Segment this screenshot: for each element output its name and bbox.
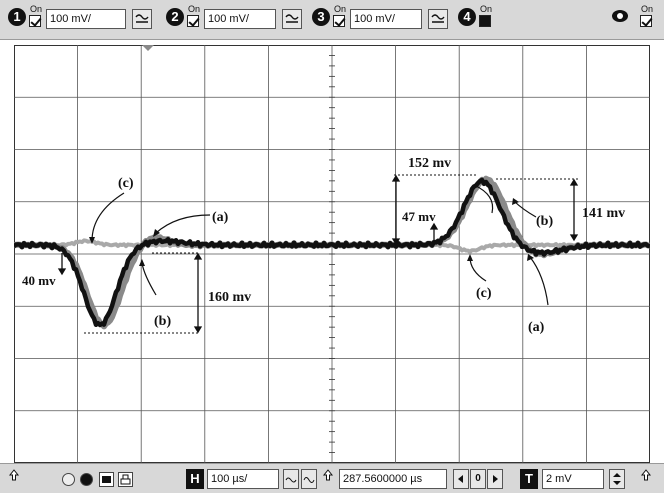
eye-icon[interactable] <box>612 10 628 22</box>
label-160mv: 160 mv <box>208 290 251 305</box>
coupling-icon <box>431 14 445 23</box>
channel-4-on-checkbox[interactable] <box>479 15 491 27</box>
timebase-mode-button[interactable] <box>301 469 317 489</box>
trace-b <box>14 177 650 328</box>
up-arrow-icon[interactable] <box>640 468 652 482</box>
up-arrow-icon[interactable] <box>322 468 334 482</box>
channel-1-scale-field[interactable]: 100 mV/ <box>46 9 126 29</box>
display-mode-icon[interactable] <box>99 472 114 487</box>
horizontal-key[interactable]: H <box>186 469 204 489</box>
channel-4-number[interactable]: 4 <box>458 8 476 26</box>
timebase-toolbar: H 100 µs/ 287.5600000 µs 0 T 2 mV <box>0 463 664 493</box>
label-c-left: (c) <box>118 176 134 191</box>
channel-3-on-checkbox[interactable] <box>333 15 345 27</box>
channel-2-coupling-button[interactable] <box>282 9 302 29</box>
channel-2-scale-field[interactable]: 100 mV/ <box>204 9 276 29</box>
callout-arrowheads <box>89 198 534 266</box>
label-c-right: (c) <box>476 286 492 301</box>
trigger-spinner[interactable] <box>609 469 625 489</box>
print-icon[interactable] <box>118 472 133 487</box>
measurement-guides <box>84 174 578 334</box>
label-47mv: 47 mv <box>402 209 436 224</box>
channel-4-controls: 4 On <box>458 4 508 34</box>
label-b-right: (b) <box>536 214 553 229</box>
label-a-right: (a) <box>528 320 545 335</box>
position-center-button[interactable]: 0 <box>470 469 486 489</box>
run-mode-circle-1[interactable] <box>62 473 75 486</box>
arrow-left-icon <box>458 475 463 483</box>
callout-curves <box>91 184 549 306</box>
timebase-vernier-button[interactable] <box>283 469 299 489</box>
channel-2-on-checkbox[interactable] <box>187 15 199 27</box>
channel-toolbar: 1 On 100 mV/ 2 On 100 mV/ 3 On 100 mV/ 4… <box>0 0 664 40</box>
position-left-button[interactable] <box>453 469 469 489</box>
coupling-icon <box>285 14 299 23</box>
position-right-button[interactable] <box>487 469 503 489</box>
channel-1-coupling-button[interactable] <box>132 9 152 29</box>
scope-display: (c) (a) (b) 40 mv 160 mv 152 mv 47 mv (b… <box>14 45 650 463</box>
channel-2-number[interactable]: 2 <box>166 8 184 26</box>
trigger-key[interactable]: T <box>520 469 538 489</box>
label-40mv: 40 mv <box>22 273 56 288</box>
scope-graticule: (c) (a) (b) 40 mv 160 mv 152 mv 47 mv (b… <box>14 45 650 463</box>
trigger-position-marker <box>142 45 154 51</box>
label-b-left: (b) <box>154 314 171 329</box>
wave-icon <box>285 477 297 483</box>
display-on-checkbox[interactable] <box>640 15 652 27</box>
channel-3-scale-field[interactable]: 100 mV/ <box>350 9 422 29</box>
channel-3-number[interactable]: 3 <box>312 8 330 26</box>
timebase-field[interactable]: 100 µs/ <box>207 469 279 489</box>
measurement-arrows <box>57 174 579 334</box>
up-arrow-icon[interactable] <box>8 468 20 482</box>
channel-1-controls: 1 On 100 mV/ <box>8 4 158 34</box>
wave-icon <box>303 477 315 483</box>
spinner-icon <box>613 473 621 485</box>
display-controls: On <box>640 4 660 34</box>
arrow-right-icon <box>493 475 498 483</box>
label-a-left: (a) <box>212 210 229 225</box>
label-141mv: 141 mv <box>582 206 625 221</box>
display-on-label: On <box>641 4 654 14</box>
channel-2-on-label: On <box>188 4 201 14</box>
time-position-field[interactable]: 287.5600000 µs <box>339 469 447 489</box>
channel-2-controls: 2 On 100 mV/ <box>166 4 316 34</box>
channel-3-coupling-button[interactable] <box>428 9 448 29</box>
channel-1-on-label: On <box>30 4 43 14</box>
run-mode-circle-2[interactable] <box>80 473 93 486</box>
trigger-level-field[interactable]: 2 mV <box>542 469 604 489</box>
channel-3-controls: 3 On 100 mV/ <box>312 4 462 34</box>
channel-1-number[interactable]: 1 <box>8 8 26 26</box>
label-152mv: 152 mv <box>408 156 451 171</box>
coupling-icon <box>135 14 149 23</box>
channel-3-on-label: On <box>334 4 347 14</box>
channel-4-on-label: On <box>480 4 493 14</box>
channel-1-on-checkbox[interactable] <box>29 15 41 27</box>
